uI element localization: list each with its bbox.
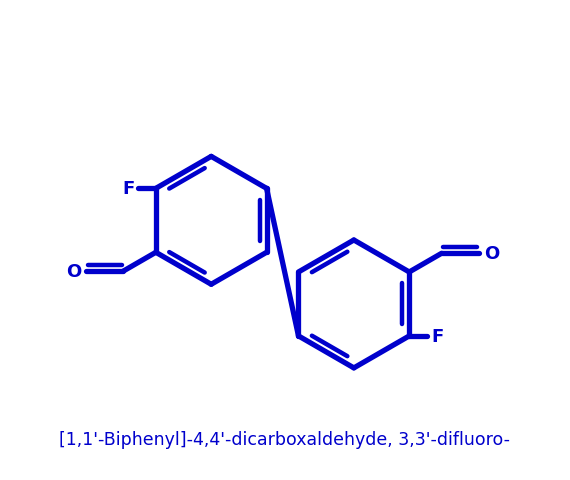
Text: F: F xyxy=(431,327,443,345)
Text: [1,1'-Biphenyl]-4,4'-dicarboxaldehyde, 3,3'-difluoro-: [1,1'-Biphenyl]-4,4'-dicarboxaldehyde, 3… xyxy=(59,430,511,448)
Text: O: O xyxy=(66,263,81,280)
Text: F: F xyxy=(122,180,134,198)
Text: O: O xyxy=(484,245,499,263)
